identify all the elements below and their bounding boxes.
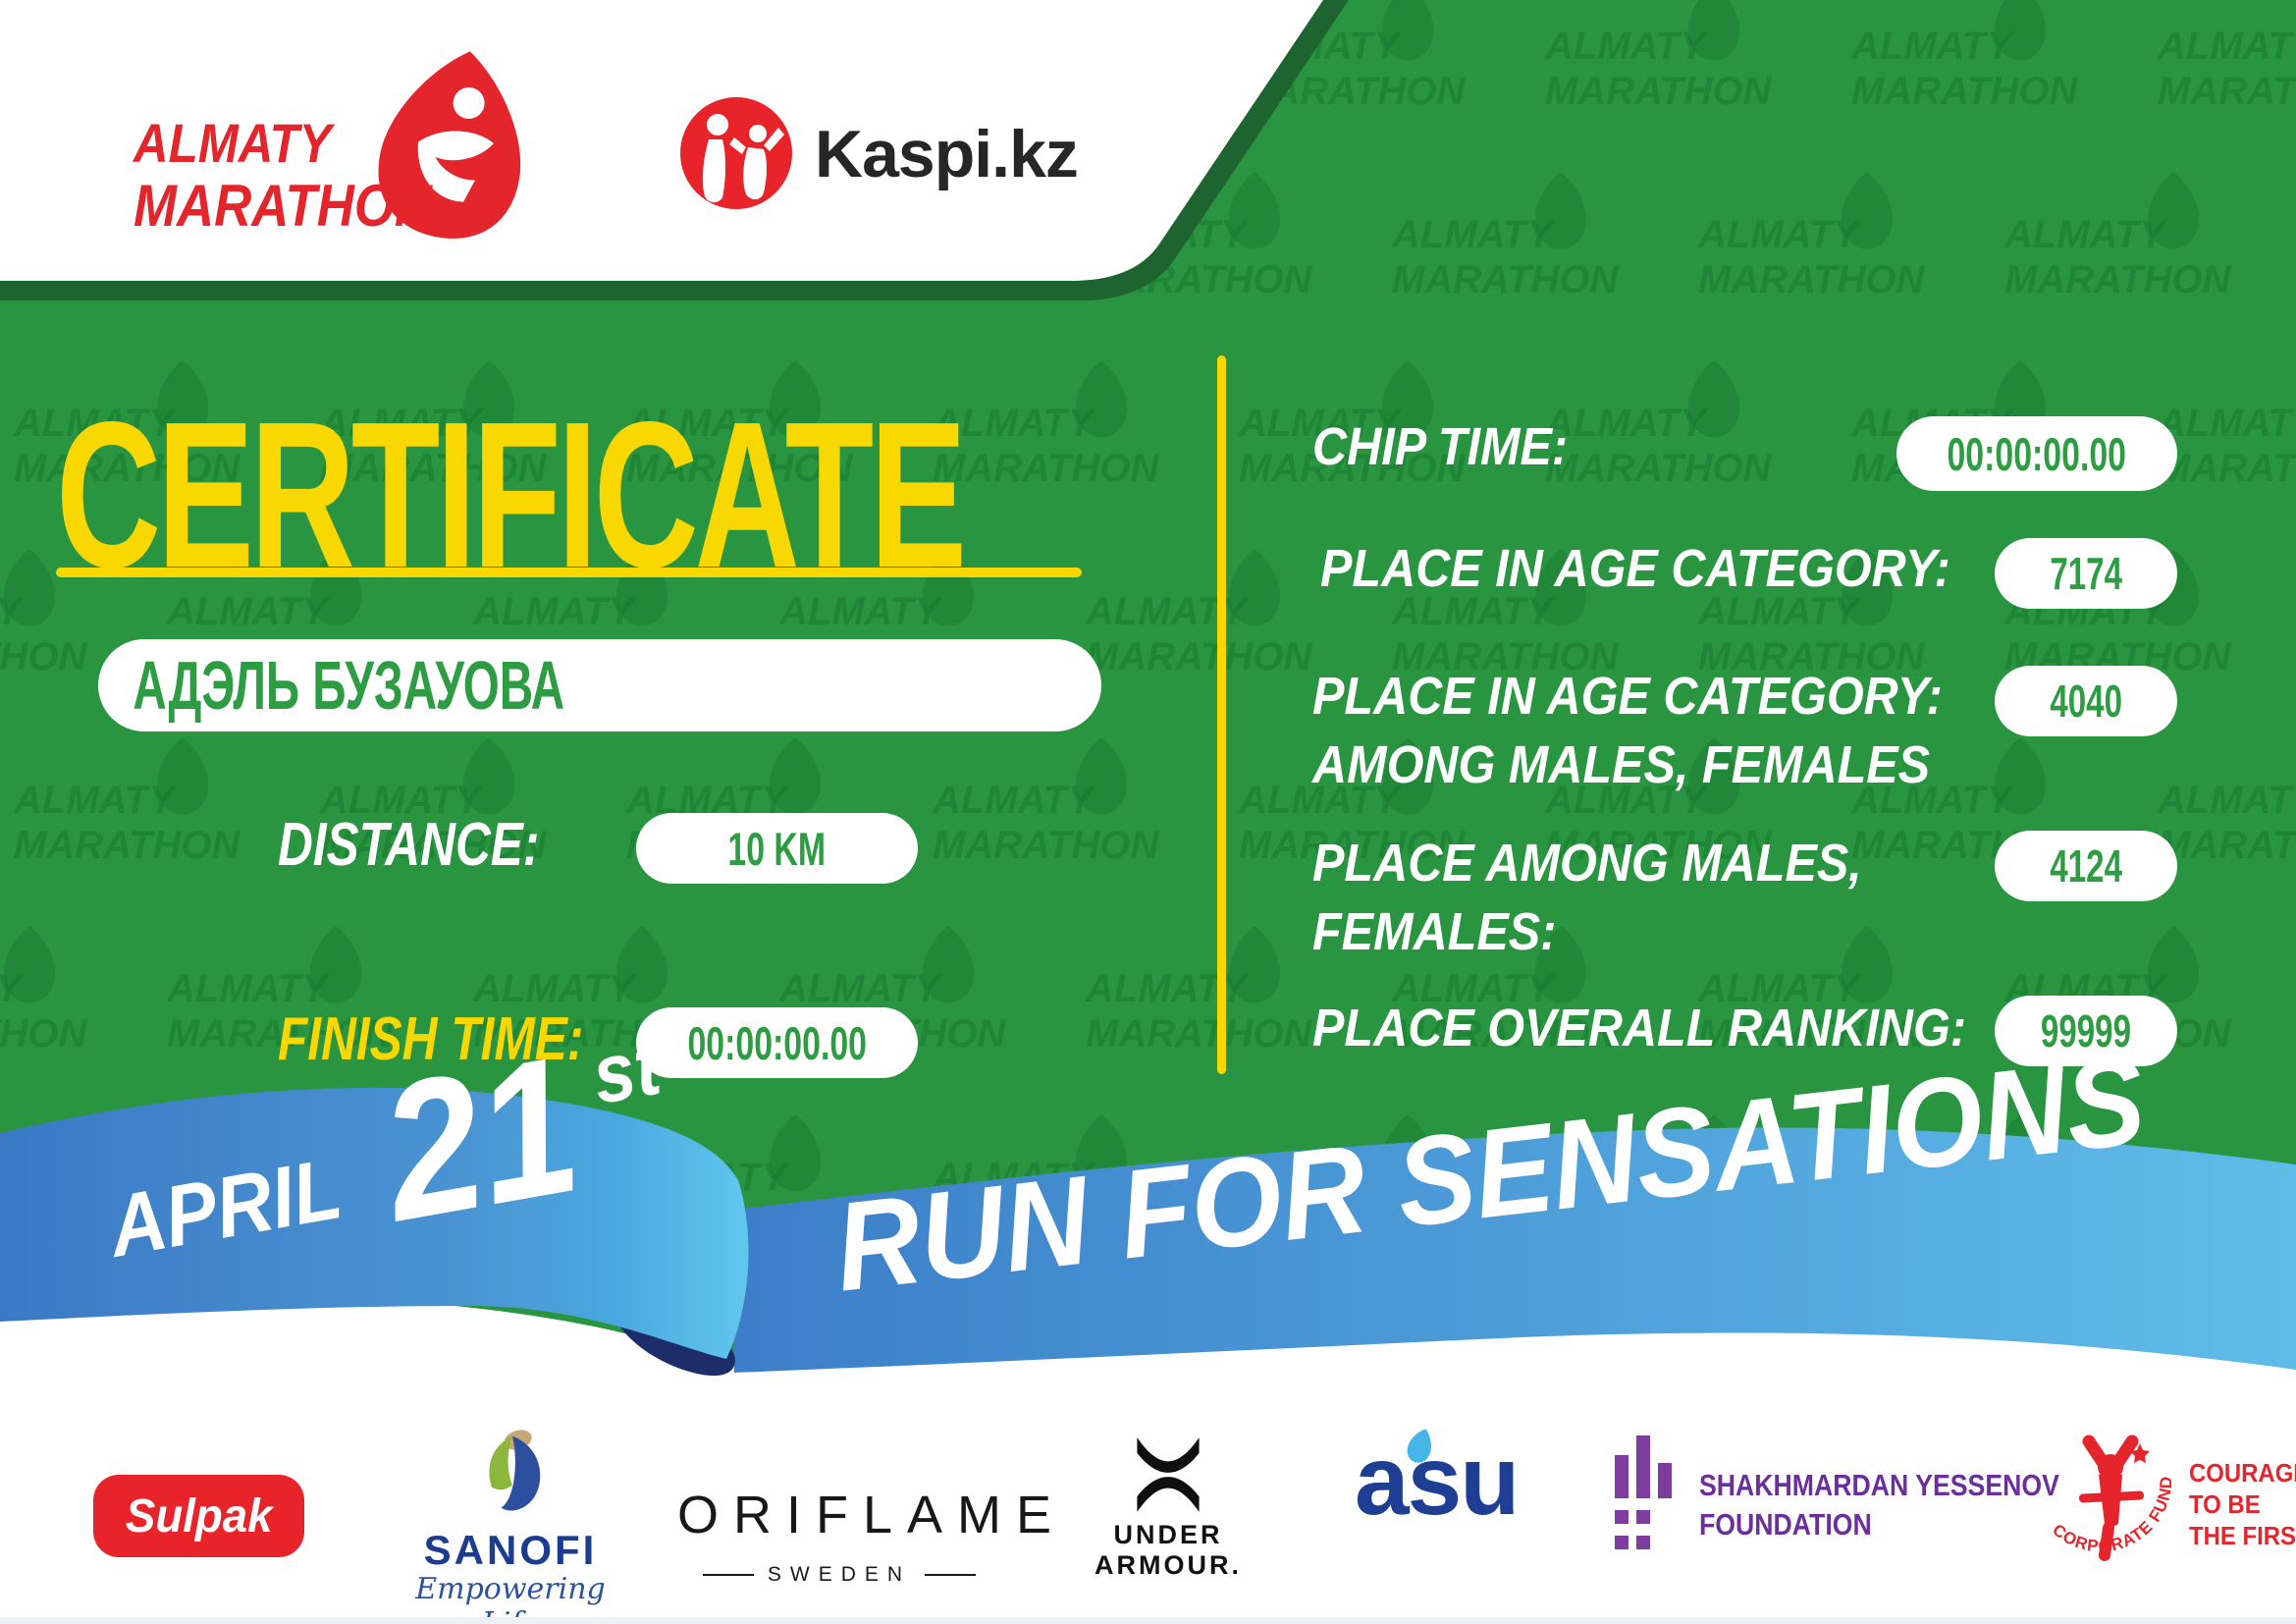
chip-time-label: CHIP TIME:	[1312, 417, 1569, 476]
sanofi-name: SANOFI	[423, 1527, 598, 1573]
sponsor-courage-logo: CORPORATE FUND COURAGE TO BE THE FIRST!	[2030, 1414, 2296, 1600]
age-category-value: 7174	[2050, 548, 2122, 599]
gender-place-label-line2: FEMALES:	[1312, 902, 1557, 961]
under-armour-wordmark: UNDER ARMOUR.	[1095, 1520, 1242, 1580]
almaty-logo-line1: ALMATY	[133, 112, 332, 174]
almaty-marathon-drop-icon	[378, 51, 521, 239]
oriflame-name: ORIFLAME	[677, 1486, 1067, 1544]
overall-ranking-pill: 99999	[1995, 996, 2177, 1066]
almaty-marathon-logo: ALMATY MARATHON	[128, 47, 589, 263]
gender-place-pill: 4124	[1995, 831, 2177, 901]
oriflame-subtitle: SWEDEN	[677, 1563, 1001, 1587]
finish-time-value: 00:00:00.00	[687, 1016, 867, 1069]
event-month: APRIL	[101, 1139, 348, 1275]
age-category-gender-pill: 4040	[1995, 666, 2177, 736]
participant-name-field: АДЭЛЬ БУЗАУОВА	[98, 639, 1101, 731]
almaty-logo-line2: MARATHON	[133, 173, 433, 239]
chip-time-value: 00:00:00.00	[1947, 427, 2127, 480]
gender-place-label-line1: PLACE AMONG MALES,	[1312, 834, 1862, 893]
chip-time-pill: 00:00:00.00	[1896, 416, 2177, 491]
asu-wordmark: asu	[1355, 1426, 1520, 1536]
column-divider	[1217, 355, 1226, 1074]
bottom-edge	[0, 1617, 2296, 1624]
kaspi-wordmark: Kaspi.kz	[815, 117, 1079, 191]
sponsor-asu-logo: asu	[1355, 1429, 1520, 1540]
event-day-suffix: st	[585, 1018, 667, 1121]
sponsor-oriflame-logo: ORIFLAME SWEDEN	[677, 1485, 1067, 1587]
courage-figure-icon: CORPORATE FUND	[2049, 1435, 2174, 1561]
sanofi-bird-icon	[489, 1430, 541, 1511]
age-category-gender-label-line2: AMONG MALES, FEMALES	[1312, 735, 1931, 794]
sponsor-yessenov-logo: SHAKHMARDAN YESSENOV FOUNDATION	[1615, 1435, 2059, 1573]
distance-value-pill: 10 KM	[636, 813, 918, 884]
overall-ranking-label: PLACE OVERALL RANKING:	[1312, 999, 1967, 1057]
event-date: APRIL 21 st	[89, 1009, 690, 1301]
page-title: CERTIFICATE	[56, 378, 967, 611]
yessenov-name-line1: SHAKHMARDAN YESSENOV	[1699, 1468, 2059, 1502]
distance-label: DISTANCE:	[278, 811, 540, 879]
courage-line1: COURAGE	[2189, 1458, 2296, 1488]
under-armour-icon	[1137, 1437, 1200, 1512]
participant-name: АДЭЛЬ БУЗАУОВА	[133, 647, 565, 724]
finish-time-label: FINISH TIME:	[278, 1005, 584, 1073]
kaspi-logo: Kaspi.kz	[677, 94, 1090, 222]
overall-ranking-value: 99999	[2040, 1005, 2132, 1056]
title-underline	[56, 568, 1082, 577]
event-day: 21	[367, 1014, 593, 1262]
kaspi-icon	[680, 97, 792, 209]
sponsor-sulpak-logo: Sulpak	[93, 1475, 304, 1557]
courage-line3: THE FIRST!	[2189, 1521, 2296, 1550]
age-category-pill: 7174	[1995, 538, 2177, 609]
finish-time-value-pill: 00:00:00.00	[636, 1007, 918, 1078]
sponsor-sanofi-logo: SANOFI Empowering Life	[412, 1429, 609, 1624]
asu-drop-icon	[1407, 1429, 1431, 1463]
event-slogan: RUN FOR SENSATIONS	[828, 1029, 2152, 1319]
yessenov-name-line2: FOUNDATION	[1699, 1507, 1872, 1542]
distance-value: 10 KM	[727, 822, 827, 875]
sponsor-under-armour-logo: UNDER ARMOUR.	[1090, 1435, 1247, 1581]
age-category-label: PLACE IN AGE CATEGORY:	[1320, 539, 1950, 598]
gender-place-value: 4124	[2050, 840, 2122, 892]
age-category-gender-label-line1: PLACE IN AGE CATEGORY:	[1312, 667, 1943, 726]
courage-line2: TO BE	[2189, 1489, 2261, 1519]
yessenov-blocks-icon	[1615, 1435, 1672, 1549]
age-category-gender-value: 4040	[2050, 676, 2122, 727]
